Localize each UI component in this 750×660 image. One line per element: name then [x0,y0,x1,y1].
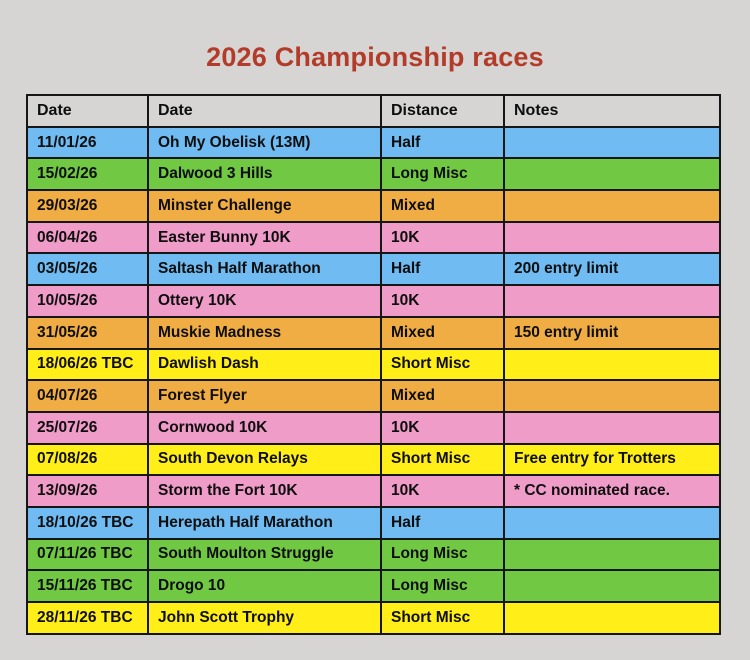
table-row: 11/01/26 Oh My Obelisk (13M) Half [26,125,721,160]
cell-notes [503,220,721,255]
cell-distance: 10K [380,410,505,445]
cell-notes [503,505,721,540]
cell-date: 18/10/26 TBC [26,505,149,540]
cell-race: South Moulton Struggle [147,537,382,572]
cell-notes: Free entry for Trotters [503,442,721,477]
races-table-body: 11/01/26 Oh My Obelisk (13M) Half 15/02/26 D… [26,125,721,635]
cell-race: Muskie Madness [147,315,382,350]
cell-notes [503,347,721,382]
cell-distance: Half [380,125,505,160]
cell-date: 07/08/26 [26,442,149,477]
table-row: 18/06/26 TBC Dawlish Dash Short Misc [26,347,721,382]
cell-date: 28/11/26 TBC [26,601,149,635]
cell-date: 18/06/26 TBC [26,347,149,382]
cell-distance: Mixed [380,379,505,413]
cell-date: 07/11/26 TBC [26,537,149,572]
cell-race: Storm the Fort 10K [147,474,382,508]
column-header: Notes [503,94,721,128]
table-row: 29/03/26 Minster Challenge Mixed [26,189,721,223]
races-table: Date Date Distance Notes 11/01/26 Oh My Obel… [26,94,721,635]
cell-race: Drogo 10 [147,569,382,603]
cell-date: 11/01/26 [26,125,149,160]
table-row: 15/11/26 TBC Drogo 10 Long Misc [26,569,721,603]
cell-race: Dawlish Dash [147,347,382,382]
cell-notes [503,125,721,160]
cell-distance: Short Misc [380,347,505,382]
table-row: 15/02/26 Dalwood 3 Hills Long Misc [26,157,721,192]
cell-race: South Devon Relays [147,442,382,477]
cell-date: 25/07/26 [26,410,149,445]
table-row: 28/11/26 TBC John Scott Trophy Short Misc [26,601,721,635]
cell-notes [503,537,721,572]
cell-race: Oh My Obelisk (13M) [147,125,382,160]
page-title: 2026 Championship races [206,42,544,72]
table-row: 18/10/26 TBC Herepath Half Marathon Half [26,505,721,540]
cell-date: 10/05/26 [26,284,149,318]
cell-distance: Long Misc [380,537,505,572]
cell-distance: Mixed [380,189,505,223]
cell-notes [503,410,721,445]
cell-notes: 200 entry limit [503,252,721,287]
cell-date: 15/11/26 TBC [26,569,149,603]
column-header: Date [26,94,149,128]
cell-distance: Half [380,252,505,287]
cell-notes: 150 entry limit [503,315,721,350]
table-row: 06/04/26 Easter Bunny 10K 10K [26,220,721,255]
cell-race: Easter Bunny 10K [147,220,382,255]
cell-date: 29/03/26 [26,189,149,223]
cell-notes: * CC nominated race. [503,474,721,508]
cell-date: 03/05/26 [26,252,149,287]
cell-notes [503,189,721,223]
cell-date: 15/02/26 [26,157,149,192]
cell-date: 13/09/26 [26,474,149,508]
page: 2026 Championship races Date Date Distance… [0,42,750,635]
table-row: 10/05/26 Ottery 10K 10K [26,284,721,318]
cell-distance: Mixed [380,315,505,350]
table-row: 04/07/26 Forest Flyer Mixed [26,379,721,413]
cell-race: John Scott Trophy [147,601,382,635]
table-row: 07/08/26 South Devon Relays Short Misc Free… [26,442,721,477]
table-row: 25/07/26 Cornwood 10K 10K [26,410,721,445]
cell-notes [503,284,721,318]
cell-race: Herepath Half Marathon [147,505,382,540]
cell-race: Minster Challenge [147,189,382,223]
cell-date: 04/07/26 [26,379,149,413]
cell-notes [503,601,721,635]
cell-race: Ottery 10K [147,284,382,318]
table-row: 13/09/26 Storm the Fort 10K 10K * CC nomina… [26,474,721,508]
cell-notes [503,569,721,603]
cell-race: Cornwood 10K [147,410,382,445]
table-row: 03/05/26 Saltash Half Marathon Half 200 ent… [26,252,721,287]
column-header: Date [147,94,382,128]
cell-distance: 10K [380,284,505,318]
cell-distance: Half [380,505,505,540]
cell-race: Forest Flyer [147,379,382,413]
cell-notes [503,157,721,192]
races-table-header-row: Date Date Distance Notes [26,94,721,128]
table-row: 31/05/26 Muskie Madness Mixed 150 entry lim… [26,315,721,350]
table-row: 07/11/26 TBC South Moulton Struggle Long M… [26,537,721,572]
cell-distance: Long Misc [380,157,505,192]
cell-race: Dalwood 3 Hills [147,157,382,192]
cell-distance: Short Misc [380,442,505,477]
cell-date: 31/05/26 [26,315,149,350]
cell-distance: Short Misc [380,601,505,635]
column-header: Distance [380,94,505,128]
cell-race: Saltash Half Marathon [147,252,382,287]
cell-distance: 10K [380,220,505,255]
cell-distance: Long Misc [380,569,505,603]
cell-distance: 10K [380,474,505,508]
cell-notes [503,379,721,413]
cell-date: 06/04/26 [26,220,149,255]
